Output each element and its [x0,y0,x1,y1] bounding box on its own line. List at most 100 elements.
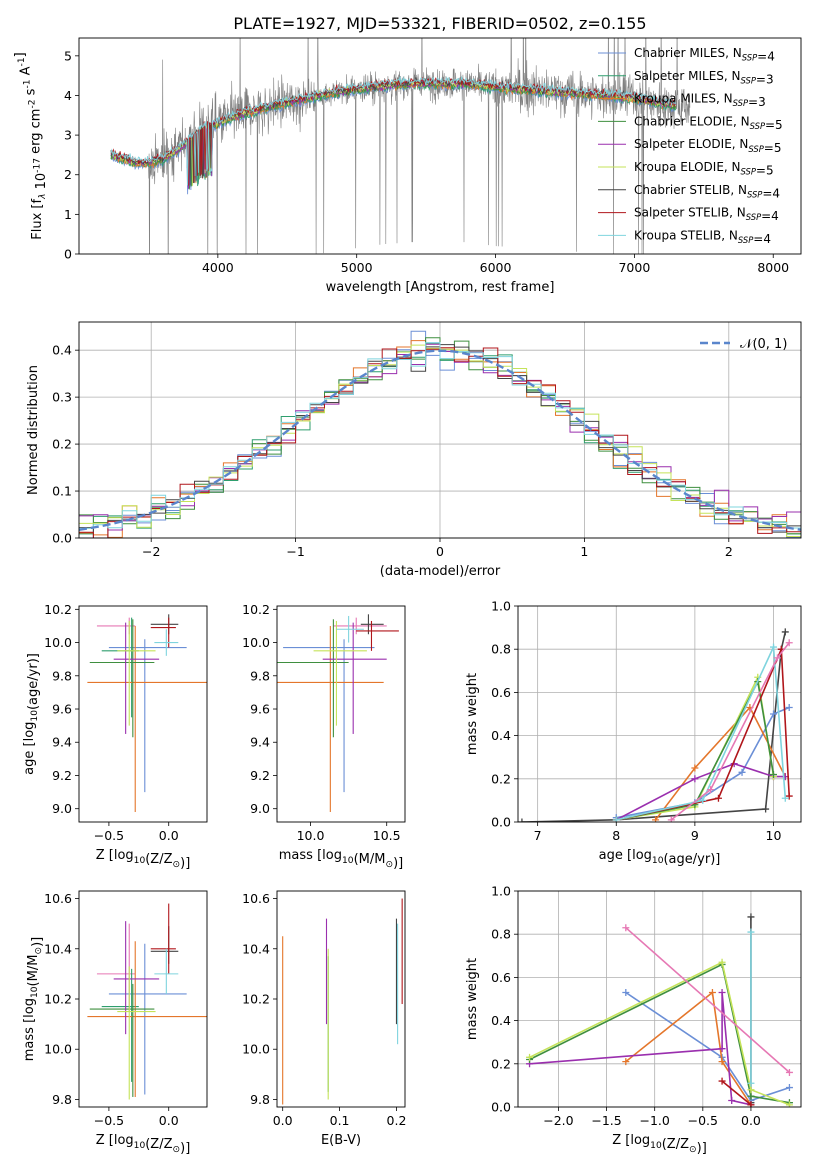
y-tick-label: 0.6 [491,970,511,985]
x-tick-label: 0 [436,544,444,559]
x-tick-label: 2 [725,544,733,559]
x-tick-label: 6000 [480,260,512,275]
model-spectrum [110,76,677,186]
plot-area [518,628,793,822]
marker-plus [622,989,630,997]
marker-plus [747,1092,755,1100]
mass-weight-line [521,631,787,822]
x-axis-label: E(B-V) [321,1133,361,1148]
panel-mass_vs_ebv: 0.0 0.1 0.2 9.8 10.0 10.2 10.4 10.6 E(B-V) [242,890,407,1148]
model-spectrum [110,75,677,186]
y-tick-label: 0.8 [491,642,511,657]
y-tick-label: 9.0 [250,801,270,816]
x-tick-label: 0.2 [387,1113,407,1128]
axes-frame [78,605,208,823]
y-tick-label: 0.8 [491,927,511,942]
plot-area [282,898,403,1105]
panel-residuals: −2 −1 0 1 2 0.0 0.1 0.2 0.3 0.4 (data-model)/error… [26,321,802,579]
y-tick-label: 0 [64,247,72,262]
marker-plus [718,958,726,966]
figure-panels: 4000 5000 6000 7000 8000 0 1 2 3 4 5 wavelength [An… [13,37,802,1156]
y-tick-label: 10.4 [44,941,72,956]
marker-plus [769,643,777,651]
plot-area [87,614,207,813]
normal-curve [79,349,801,531]
marker-plus [781,794,789,802]
y-tick-label: 0.1 [52,484,72,499]
marker-plus [762,805,770,813]
x-axis-label: Z [log10(Z/Z⊙)] [96,1133,191,1156]
legend-label: Salpeter STELIB, NSSP=4 [634,206,779,224]
y-tick-label: 9.2 [250,768,270,783]
marker-plus [785,704,793,712]
y-tick-label: 10.0 [44,635,72,650]
marker-plus [747,1101,755,1107]
y-axis-label: mass weight [465,673,480,755]
y-tick-label: 9.0 [52,801,72,816]
x-tick-label: 5000 [341,260,373,275]
y-tick-label: 10.2 [44,992,72,1007]
x-tick-label: 0.0 [741,1113,761,1128]
y-tick-label: 9.6 [52,702,72,717]
x-tick-label: −2.0 [543,1113,573,1128]
y-tick-label: 10.0 [44,1042,72,1057]
x-tick-label: −1.0 [640,1113,670,1128]
legend: Chabrier MILES, NSSP=4 Salpeter MILES, NS… [598,46,783,246]
marker-plus [785,792,793,800]
x-tick-label: −1 [286,544,304,559]
y-tick-label: 10.6 [242,891,270,906]
x-tick-label: 0.0 [273,1113,293,1128]
y-axis-label: Flux [fλ 10-17 erg cm-2 s-1 A-1] [13,52,49,239]
plot-area [526,913,793,1107]
panel-mass_vs_Z: −0.5 0.0 9.8 10.0 10.2 10.4 10.6 Z [log10(Z/Z⊙)… [22,890,208,1156]
marker-plus [652,816,660,822]
y-tick-label: 1.0 [491,884,511,899]
legend-label: Chabrier STELIB, NSSP=4 [634,183,780,201]
axes-frame [78,37,802,255]
marker-plus [708,989,716,997]
axes-frame [276,890,406,1108]
axes-frame [276,605,406,823]
legend-label: Chabrier ELODIE, NSSP=5 [634,114,783,132]
y-tick-label: 0.0 [491,815,511,830]
mass-weight-line [625,990,752,1106]
panel-age_vs_Z: −0.5 0.0 9.0 9.2 9.4 9.6 9.8 10.0 10.2 Z [log10(Z… [22,602,208,871]
x-tick-label: 7000 [618,260,650,275]
axes-frame [517,890,802,1108]
y-tick-label: 9.8 [250,1092,270,1107]
x-tick-label: 0.1 [330,1113,350,1128]
marker-plus [691,764,699,772]
marker-plus [785,1084,793,1092]
marker-plus [769,770,777,778]
y-tick-label: 10.2 [242,992,270,1007]
y-tick-label: 10.2 [44,602,72,617]
x-tick-label: 4000 [202,260,234,275]
x-tick-label: 7 [534,828,542,843]
y-tick-label: 1 [64,207,72,222]
y-tick-label: 0.0 [52,531,72,546]
y-axis-label: mass [log10(M/M⊙)] [22,937,45,1061]
x-tick-label: 10.5 [373,828,401,843]
y-tick-label: 9.2 [52,768,72,783]
marker-plus [728,1097,736,1105]
y-axis-label: age [log10(age/yr)] [22,653,41,775]
y-tick-label: 1.0 [491,599,511,614]
mass-weight-line [616,643,787,821]
marker-plus [518,818,526,822]
x-tick-label: 0.0 [159,828,179,843]
x-axis-label: Z [log10(Z/Z⊙)] [96,848,191,871]
x-tick-label: −2 [142,544,160,559]
marker-plus [622,924,630,932]
y-tick-label: 0.2 [491,1056,511,1071]
legend-label: Chabrier MILES, NSSP=4 [634,46,775,64]
y-tick-label: 10.4 [242,941,270,956]
plot-area [87,903,207,1100]
x-tick-label: 10 [766,828,782,843]
marker-plus [707,786,715,794]
mass-weight-line [625,927,790,1073]
marker-plus [622,1058,630,1066]
y-tick-label: 0.0 [491,1100,511,1115]
marker-plus [667,816,675,822]
y-tick-label: 5 [64,48,72,63]
legend-label: Kroupa MILES, NSSP=3 [634,92,766,110]
